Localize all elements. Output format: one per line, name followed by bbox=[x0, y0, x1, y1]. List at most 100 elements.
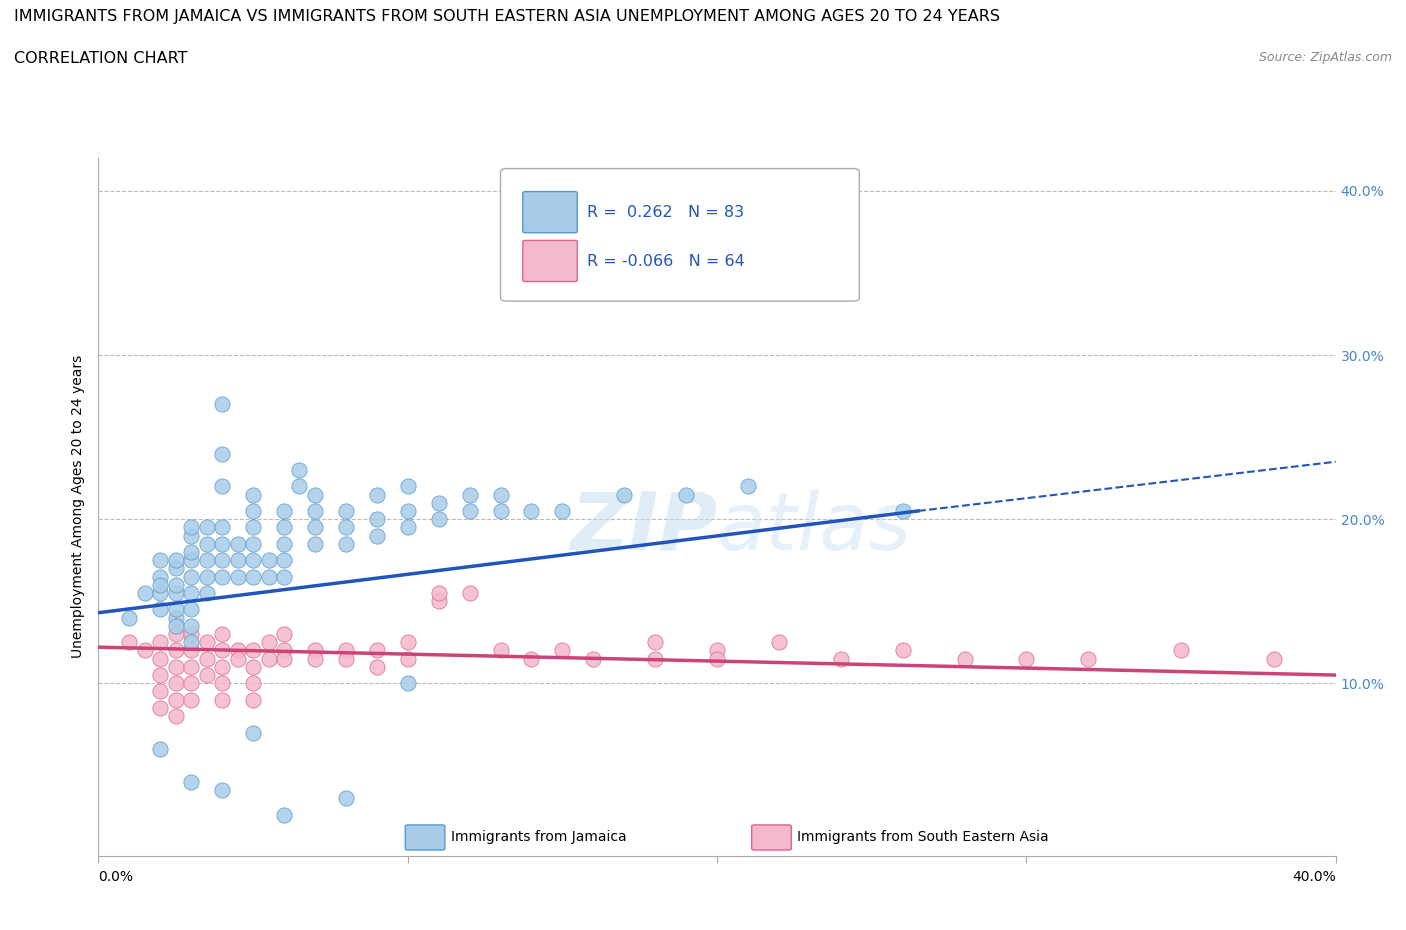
Point bbox=[891, 643, 914, 658]
Point bbox=[149, 668, 172, 683]
Point bbox=[706, 643, 728, 658]
Point bbox=[273, 807, 295, 822]
Point bbox=[149, 586, 172, 601]
Point bbox=[335, 520, 357, 535]
Point bbox=[257, 569, 280, 584]
Point bbox=[520, 503, 543, 518]
Point bbox=[211, 627, 233, 642]
Point bbox=[1263, 651, 1285, 666]
Point bbox=[165, 643, 187, 658]
Point bbox=[242, 537, 264, 551]
Point bbox=[242, 552, 264, 567]
Point bbox=[211, 569, 233, 584]
Point bbox=[242, 643, 264, 658]
Point bbox=[165, 561, 187, 576]
Point bbox=[180, 520, 202, 535]
Point bbox=[149, 651, 172, 666]
Point bbox=[396, 503, 419, 518]
Point bbox=[304, 487, 326, 502]
Point bbox=[242, 676, 264, 691]
Point bbox=[335, 503, 357, 518]
Point bbox=[613, 487, 636, 502]
Point bbox=[211, 643, 233, 658]
Point bbox=[953, 651, 976, 666]
Point bbox=[149, 684, 172, 699]
Point bbox=[180, 643, 202, 658]
Text: R = -0.066   N = 64: R = -0.066 N = 64 bbox=[588, 254, 745, 269]
Point bbox=[149, 552, 172, 567]
Point bbox=[288, 462, 311, 477]
Point bbox=[366, 659, 388, 674]
Point bbox=[273, 627, 295, 642]
Point bbox=[165, 610, 187, 625]
Point bbox=[366, 487, 388, 502]
Point bbox=[211, 479, 233, 494]
Point bbox=[489, 503, 512, 518]
Point bbox=[335, 790, 357, 805]
Point bbox=[242, 725, 264, 740]
Point bbox=[273, 643, 295, 658]
Point bbox=[242, 487, 264, 502]
Point bbox=[706, 651, 728, 666]
Point bbox=[180, 659, 202, 674]
Point bbox=[257, 635, 280, 650]
Point bbox=[149, 569, 172, 584]
Point bbox=[644, 651, 666, 666]
Point bbox=[257, 552, 280, 567]
Point bbox=[582, 651, 605, 666]
Point bbox=[273, 520, 295, 535]
Y-axis label: Unemployment Among Ages 20 to 24 years: Unemployment Among Ages 20 to 24 years bbox=[70, 355, 84, 658]
Point bbox=[396, 479, 419, 494]
Text: R =  0.262   N = 83: R = 0.262 N = 83 bbox=[588, 205, 744, 220]
Point bbox=[165, 659, 187, 674]
Point bbox=[149, 700, 172, 715]
Point bbox=[165, 627, 187, 642]
Point bbox=[226, 552, 249, 567]
Point bbox=[118, 635, 141, 650]
Point bbox=[180, 692, 202, 707]
Point bbox=[180, 627, 202, 642]
Point bbox=[165, 618, 187, 633]
Point bbox=[180, 586, 202, 601]
Point bbox=[242, 692, 264, 707]
Text: atlas: atlas bbox=[717, 489, 912, 566]
Point bbox=[180, 676, 202, 691]
Point bbox=[582, 266, 605, 281]
Point bbox=[427, 512, 450, 526]
Point bbox=[304, 651, 326, 666]
Point bbox=[195, 569, 218, 584]
Point bbox=[195, 552, 218, 567]
Text: Source: ZipAtlas.com: Source: ZipAtlas.com bbox=[1258, 51, 1392, 64]
FancyBboxPatch shape bbox=[405, 825, 444, 850]
Point bbox=[134, 586, 156, 601]
Point bbox=[891, 503, 914, 518]
Point bbox=[195, 668, 218, 683]
Point bbox=[489, 643, 512, 658]
Point bbox=[396, 651, 419, 666]
Point bbox=[180, 552, 202, 567]
Text: 0.0%: 0.0% bbox=[98, 870, 134, 884]
Text: Immigrants from Jamaica: Immigrants from Jamaica bbox=[451, 830, 627, 844]
Point bbox=[458, 503, 481, 518]
Point bbox=[768, 635, 790, 650]
Point bbox=[737, 479, 759, 494]
Point bbox=[458, 586, 481, 601]
Point bbox=[195, 651, 218, 666]
Point bbox=[180, 569, 202, 584]
Point bbox=[149, 741, 172, 756]
Point bbox=[273, 651, 295, 666]
Text: IMMIGRANTS FROM JAMAICA VS IMMIGRANTS FROM SOUTH EASTERN ASIA UNEMPLOYMENT AMONG: IMMIGRANTS FROM JAMAICA VS IMMIGRANTS FR… bbox=[14, 9, 1000, 24]
Point bbox=[551, 643, 574, 658]
Point bbox=[396, 520, 419, 535]
Point bbox=[304, 503, 326, 518]
Point bbox=[273, 569, 295, 584]
Point bbox=[211, 397, 233, 412]
Point bbox=[226, 569, 249, 584]
FancyBboxPatch shape bbox=[752, 825, 792, 850]
Point bbox=[149, 635, 172, 650]
Point bbox=[180, 618, 202, 633]
Point bbox=[427, 593, 450, 608]
Point bbox=[551, 503, 574, 518]
Point bbox=[165, 552, 187, 567]
Point bbox=[195, 520, 218, 535]
